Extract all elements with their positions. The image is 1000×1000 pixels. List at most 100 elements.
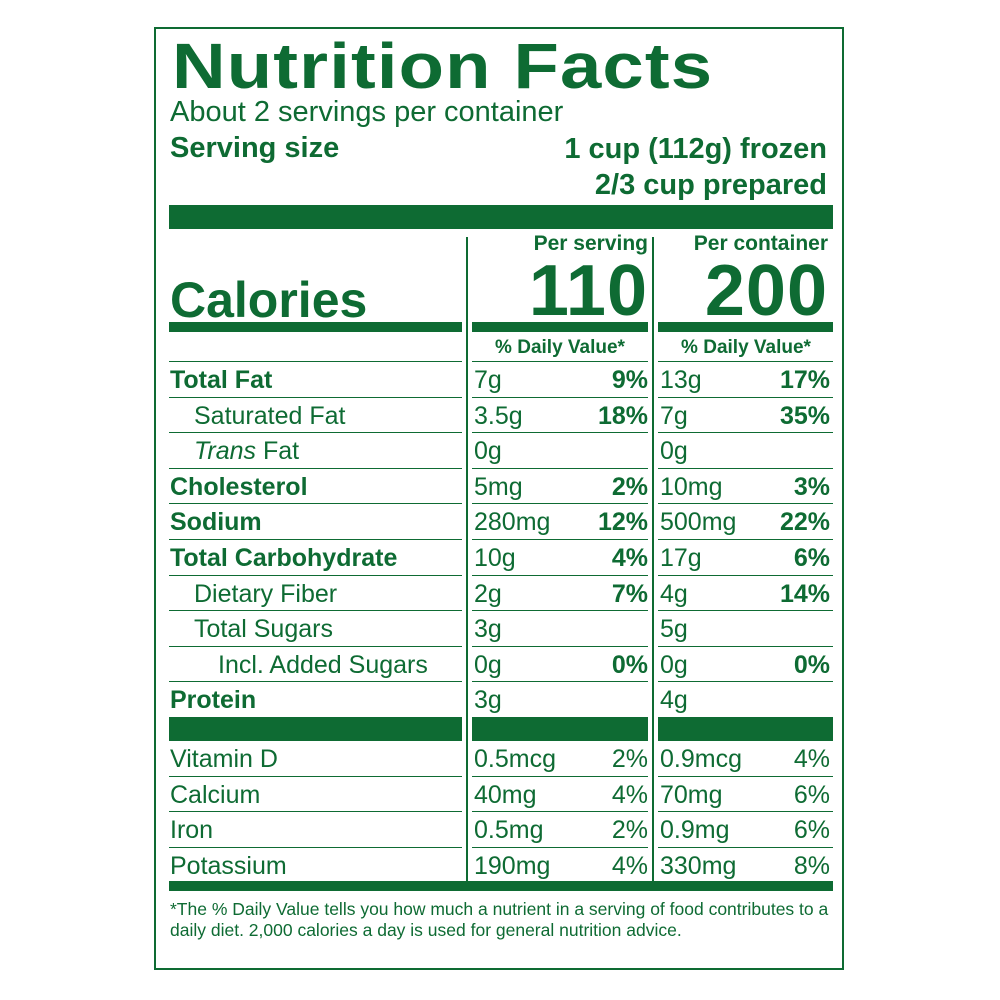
calories-label: Calories bbox=[170, 272, 368, 328]
vitamin-row-divider bbox=[658, 775, 833, 777]
serving-size-line2: 2/3 cup prepared bbox=[594, 169, 827, 201]
vitamin-bar-container bbox=[658, 717, 833, 741]
nutrient-row-divider bbox=[472, 396, 648, 398]
nutrient-row-divider bbox=[472, 539, 648, 540]
nutrient-row-serving-amount: 7g bbox=[474, 366, 502, 394]
nutrient-row-name: Protein bbox=[170, 686, 257, 715]
vitamin-row-divider bbox=[169, 846, 462, 848]
vitamin-row-container-percent: 6% bbox=[793, 816, 830, 845]
nutrient-row-divider bbox=[472, 574, 648, 576]
column-divider-serving bbox=[466, 237, 468, 881]
vitamin-row-container-percent: 6% bbox=[793, 780, 830, 809]
vitamin-row-divider bbox=[472, 811, 648, 813]
per-serving-header: Per serving bbox=[533, 232, 648, 255]
nutrient-row-divider bbox=[169, 645, 462, 647]
nutrient-row-serving-percent: 0% bbox=[611, 650, 648, 679]
nutrient-row-name-italic: Trans bbox=[194, 437, 257, 466]
nutrient-row-container-amount: 0g bbox=[660, 437, 688, 466]
nutrition-facts-label: Nutrition Facts About 2 servings per con… bbox=[154, 27, 844, 970]
vitamin-row-container-amount: 70mg bbox=[660, 780, 723, 809]
nutrient-row-serving-percent: 2% bbox=[611, 472, 648, 501]
nutrient-row-serving-percent bbox=[566, 611, 648, 647]
nutrient-row-name: Total Carbohydrate bbox=[170, 544, 398, 572]
nutrient-row-container-percent: 6% bbox=[793, 544, 830, 572]
nutrient-row-name-rest: Fat bbox=[256, 437, 300, 466]
thick-divider-top bbox=[169, 205, 833, 229]
nutrient-row-divider bbox=[472, 645, 648, 647]
nutrient-row-name: Trans Fat bbox=[194, 433, 460, 469]
nutrient-row-divider bbox=[658, 539, 833, 540]
nutrient-row-name: Sodium bbox=[170, 508, 262, 537]
calories-bar-container bbox=[658, 322, 833, 332]
label-title: Nutrition Facts bbox=[172, 30, 714, 102]
calories-per-serving: 110 bbox=[528, 251, 648, 331]
nutrient-row-container-percent: 35% bbox=[779, 401, 830, 430]
vitamin-row-serving-percent: 2% bbox=[611, 745, 648, 773]
daily-value-header-container: % Daily Value* bbox=[681, 337, 811, 358]
nutrient-row-divider bbox=[169, 539, 462, 540]
nutrient-row-container-amount: 10mg bbox=[660, 472, 723, 501]
vitamin-bar-left bbox=[169, 717, 462, 741]
nutrient-row-container-percent bbox=[746, 433, 830, 469]
vitamin-row-serving-amount: 190mg bbox=[474, 851, 551, 880]
nutrient-row-name: Total Fat bbox=[170, 366, 273, 394]
nutrient-row-container-amount: 7g bbox=[660, 401, 688, 430]
nutrient-row-container-percent: 0% bbox=[793, 650, 830, 679]
calories-bar-serving bbox=[472, 322, 648, 332]
serving-size-label: Serving size bbox=[170, 132, 340, 164]
nutrient-row-container-percent: 14% bbox=[779, 579, 830, 608]
nutrient-row-divider bbox=[472, 467, 648, 469]
dv-header-divider bbox=[169, 361, 462, 362]
vitamin-row-divider bbox=[472, 775, 648, 777]
nutrient-row-container-percent: 22% bbox=[779, 508, 830, 537]
vitamin-bar-serving bbox=[472, 717, 648, 741]
vitamin-row-name: Potassium bbox=[170, 851, 287, 880]
vitamin-row-container-percent: 4% bbox=[793, 745, 830, 773]
nutrient-row-container-amount: 4g bbox=[660, 579, 688, 608]
vitamin-row-divider bbox=[658, 846, 833, 848]
vitamin-row-serving-amount: 0.5mcg bbox=[474, 745, 556, 773]
nutrient-row-divider bbox=[658, 574, 833, 576]
nutrient-row-container-amount: 0g bbox=[660, 650, 688, 679]
nutrient-row-serving-percent: 9% bbox=[611, 366, 648, 394]
nutrient-row-serving-percent: 12% bbox=[597, 508, 648, 537]
nutrient-row-container-amount: 5g bbox=[660, 615, 688, 644]
vitamin-row-serving-percent: 4% bbox=[611, 780, 648, 809]
nutrient-row-serving-amount: 3g bbox=[474, 686, 502, 715]
calories-bar-left bbox=[169, 322, 462, 332]
nutrient-row-divider bbox=[169, 503, 462, 505]
nutrient-row-divider bbox=[169, 467, 462, 469]
nutrient-row-divider bbox=[472, 503, 648, 505]
nutrient-row-container-amount: 13g bbox=[660, 366, 702, 394]
vitamin-row-divider bbox=[472, 846, 648, 848]
vitamin-row-serving-amount: 40mg bbox=[474, 780, 537, 809]
daily-value-header-serving: % Daily Value* bbox=[495, 337, 625, 358]
nutrient-row-name: Total Sugars bbox=[194, 615, 333, 644]
vitamin-row-container-amount: 330mg bbox=[660, 851, 737, 880]
nutrient-row-container-percent: 17% bbox=[779, 366, 830, 394]
nutrient-row-name: Cholesterol bbox=[170, 472, 308, 501]
nutrient-row-serving-percent: 4% bbox=[611, 544, 648, 572]
nutrient-row-name: Incl. Added Sugars bbox=[218, 650, 428, 679]
nutrient-row-serving-percent: 18% bbox=[597, 401, 648, 430]
column-divider-container bbox=[652, 237, 654, 881]
serving-size-line1: 1 cup (112g) frozen bbox=[564, 133, 827, 165]
vitamin-row-divider bbox=[169, 775, 462, 777]
vitamin-row-serving-amount: 0.5mg bbox=[474, 816, 544, 845]
vitamin-row-container-percent: 8% bbox=[793, 851, 830, 880]
nutrient-row-serving-amount: 5mg bbox=[474, 472, 523, 501]
nutrient-row-divider bbox=[169, 574, 462, 576]
nutrient-row-divider bbox=[658, 432, 833, 434]
nutrient-row-serving-percent: 7% bbox=[611, 579, 648, 608]
nutrient-row-container-amount: 500mg bbox=[660, 508, 737, 537]
vitamin-row-name: Iron bbox=[170, 816, 214, 845]
servings-per-container: About 2 servings per container bbox=[170, 96, 564, 128]
nutrient-row-divider bbox=[169, 610, 462, 612]
nutrient-row-container-percent: 3% bbox=[793, 472, 830, 501]
vitamin-row-divider bbox=[658, 811, 833, 813]
per-container-header: Per container bbox=[693, 232, 828, 255]
nutrient-row-name: Saturated Fat bbox=[194, 401, 346, 430]
nutrient-row-container-percent bbox=[746, 611, 830, 647]
nutrient-row-divider bbox=[658, 645, 833, 647]
nutrient-row-serving-amount: 3g bbox=[474, 615, 502, 644]
